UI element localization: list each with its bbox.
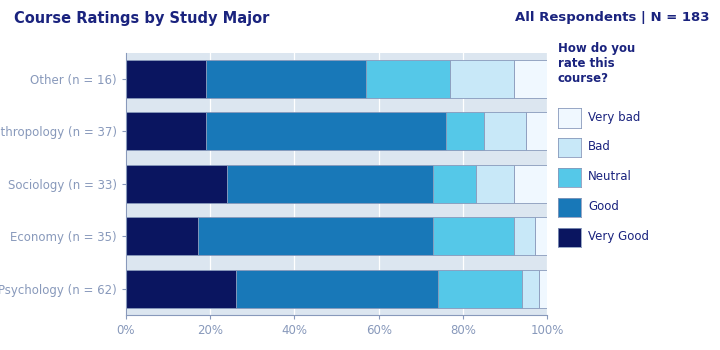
Bar <box>513 217 534 255</box>
Bar <box>126 270 235 308</box>
Bar <box>513 60 547 98</box>
Text: All Respondents | N = 183: All Respondents | N = 183 <box>515 10 709 23</box>
Bar <box>197 217 433 255</box>
Bar <box>513 165 547 203</box>
Text: Course Ratings by Study Major: Course Ratings by Study Major <box>14 10 270 26</box>
Bar <box>539 270 547 308</box>
Bar <box>476 165 513 203</box>
Bar <box>484 112 526 150</box>
Text: Neutral: Neutral <box>588 170 632 183</box>
Bar <box>206 112 446 150</box>
Text: Bad: Bad <box>588 140 611 154</box>
Bar <box>126 60 206 98</box>
Bar <box>534 217 547 255</box>
Bar <box>526 112 547 150</box>
Bar <box>433 217 513 255</box>
Bar <box>450 60 513 98</box>
Bar <box>438 270 522 308</box>
Bar <box>126 217 197 255</box>
Bar <box>446 112 484 150</box>
Bar <box>366 60 450 98</box>
Bar <box>433 165 476 203</box>
Bar <box>126 165 227 203</box>
Text: Very bad: Very bad <box>588 111 641 124</box>
Text: How do you
rate this
course?: How do you rate this course? <box>558 42 635 85</box>
Text: Very Good: Very Good <box>588 230 649 243</box>
Bar <box>522 270 539 308</box>
Bar <box>227 165 433 203</box>
Bar <box>126 112 206 150</box>
Bar <box>235 270 438 308</box>
Bar <box>206 60 366 98</box>
Text: Good: Good <box>588 200 619 213</box>
